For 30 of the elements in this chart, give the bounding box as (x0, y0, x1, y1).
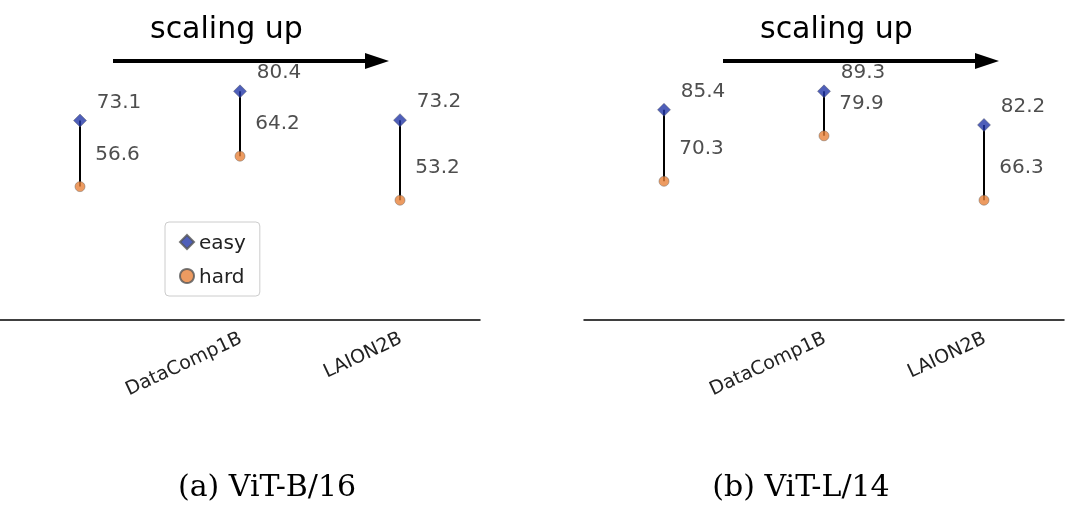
point (657, 103, 671, 117)
point (818, 130, 830, 142)
data-label: 73.2 (416, 88, 462, 113)
point (73, 113, 87, 128)
data-label: 73.1 (96, 88, 142, 113)
data-label: 56.6 (95, 140, 140, 165)
data-label: 85.4 (680, 77, 726, 102)
point (977, 118, 991, 132)
point (817, 84, 831, 99)
data-label: 89.3 (840, 59, 886, 84)
data-label: 79.9 (839, 89, 884, 114)
point (658, 176, 670, 187)
text: scaling up (150, 9, 303, 45)
point (74, 181, 86, 192)
legend-label: hard (199, 264, 245, 288)
point (233, 84, 247, 99)
point (234, 150, 246, 162)
data-label: 66.3 (999, 154, 1044, 179)
data-label: 80.4 (256, 59, 302, 84)
data-label: 64.2 (255, 110, 300, 135)
legend-label: easy (199, 230, 246, 254)
data-label: 70.3 (679, 135, 724, 160)
text: (b) ViT-L/14 (712, 467, 890, 503)
data-label: 82.2 (1000, 92, 1046, 117)
point (978, 194, 990, 206)
text: scaling up (760, 9, 913, 45)
point (393, 113, 407, 127)
point (394, 194, 406, 206)
data-label: 53.2 (415, 154, 460, 179)
text: (a) ViT-B/16 (177, 467, 357, 503)
